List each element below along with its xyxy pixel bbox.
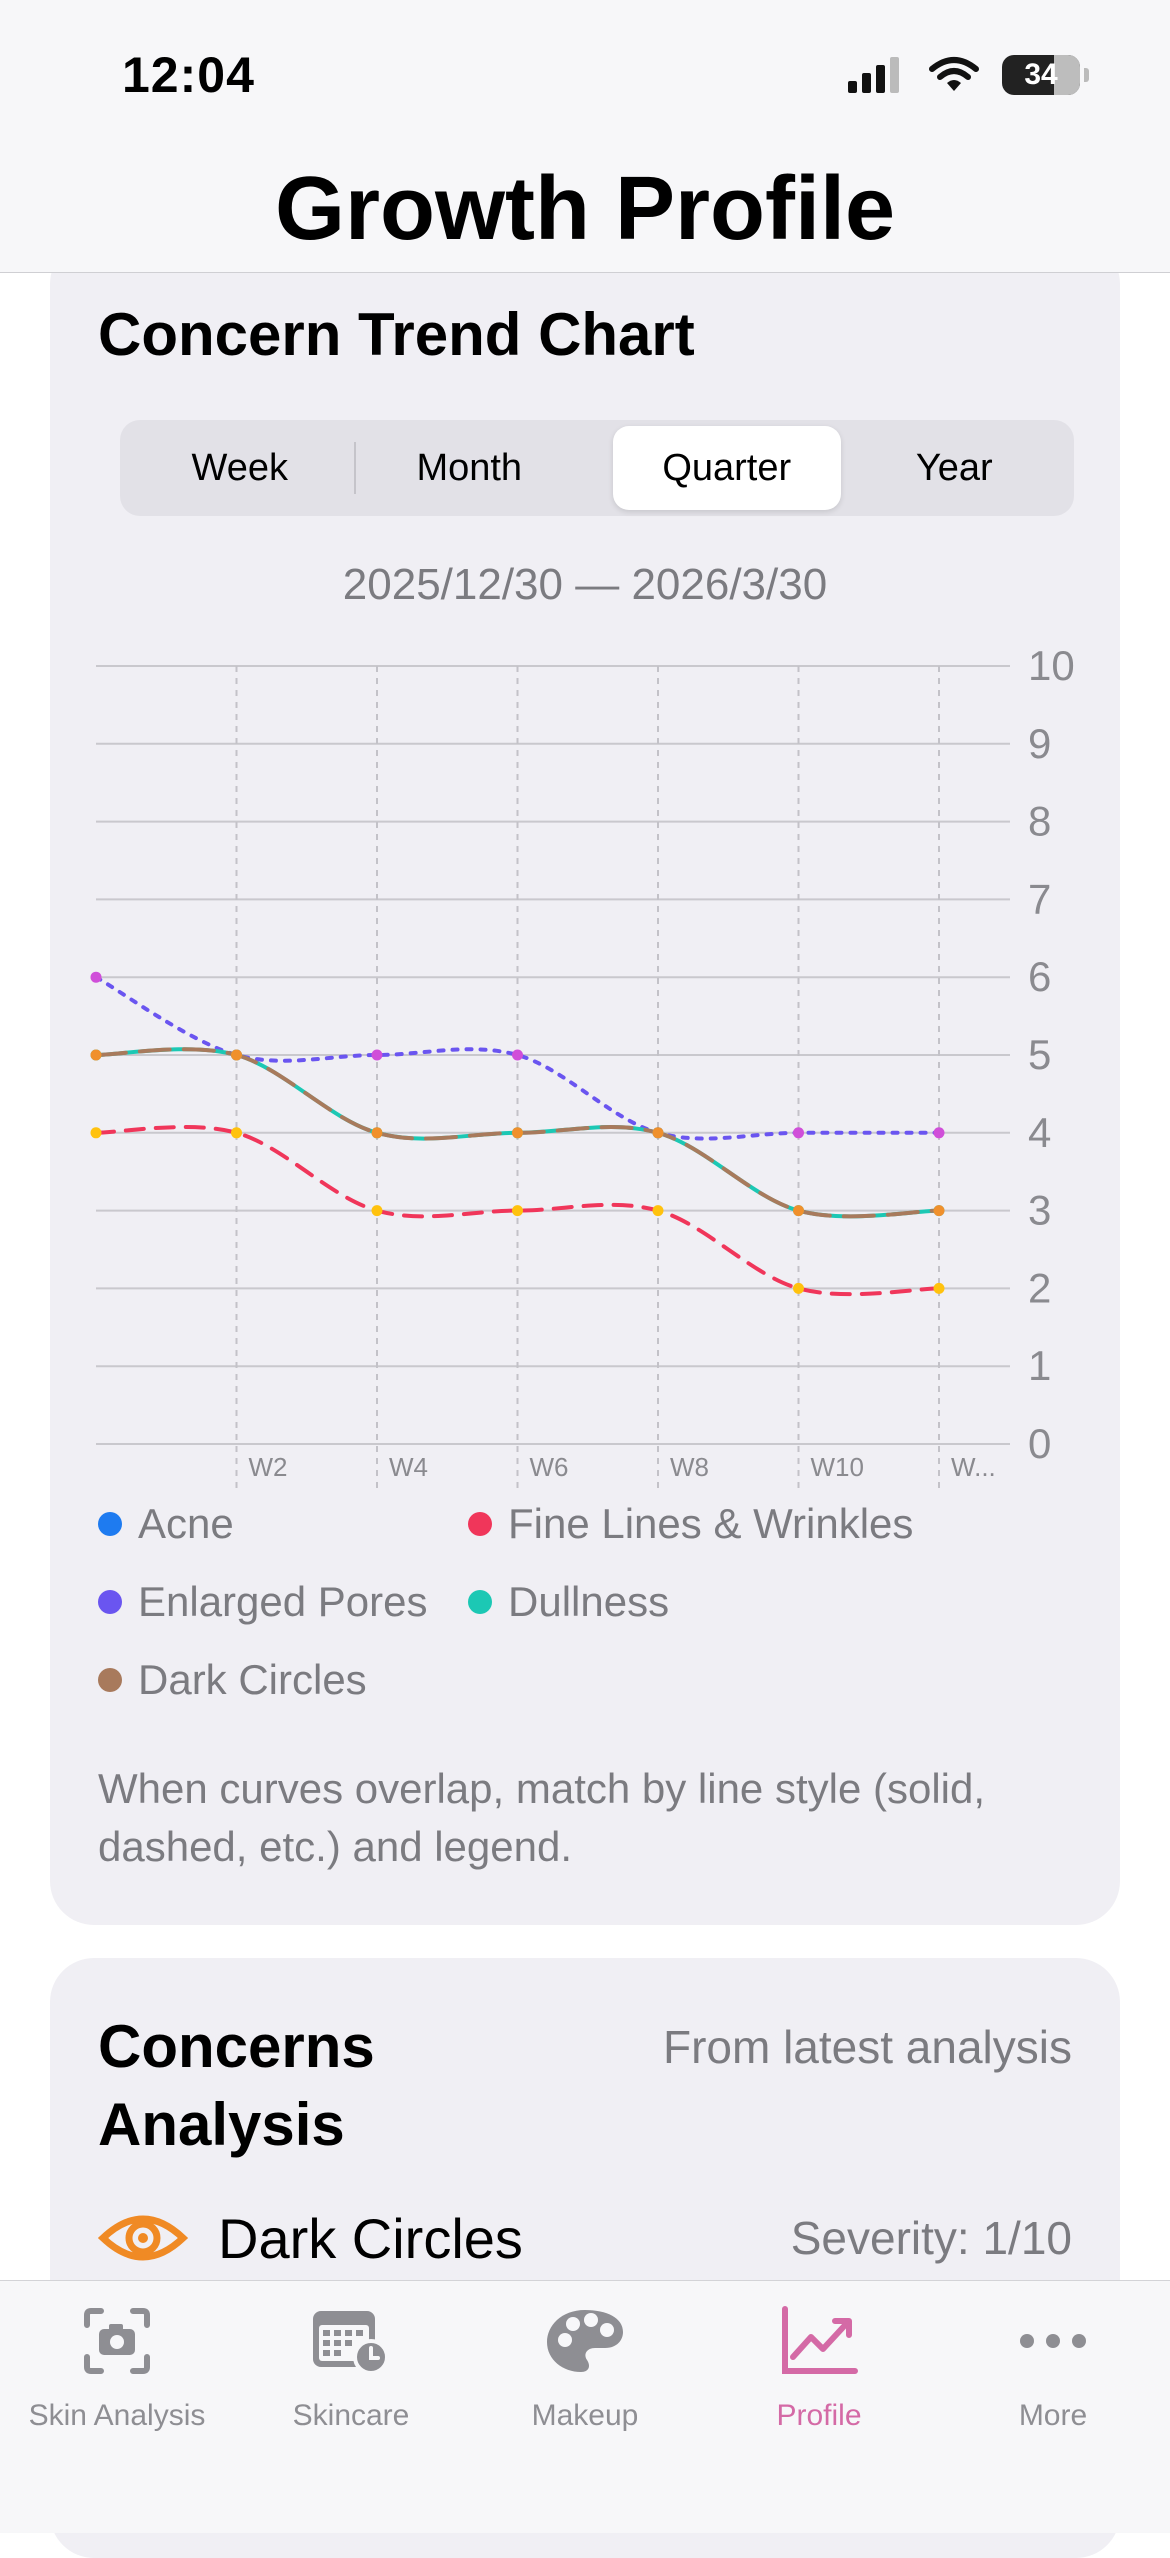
y-tick-label: 6 — [1028, 953, 1051, 1000]
palette-icon — [540, 2301, 630, 2381]
legend-label: Dullness — [508, 1578, 670, 1625]
trend-chart-icon — [774, 2301, 864, 2381]
camera-scan-icon — [72, 2301, 162, 2381]
data-point — [90, 1049, 102, 1061]
concerns-title-line1: Concerns — [98, 2013, 375, 2080]
x-tick-label: W2 — [249, 1452, 288, 1482]
period-segmented-control: Week Month Quarter Year — [120, 420, 1074, 516]
tab-makeup[interactable]: Makeup — [468, 2281, 702, 2481]
y-tick-label: 0 — [1028, 1420, 1051, 1467]
y-tick-label: 4 — [1028, 1109, 1051, 1156]
tab-profile[interactable]: Profile — [702, 2281, 936, 2481]
y-tick-label: 5 — [1028, 1031, 1051, 1078]
data-point — [371, 1049, 383, 1061]
legend-dot-icon — [468, 1512, 492, 1536]
data-point — [90, 1127, 102, 1139]
legend-label: Fine Lines & Wrinkles — [508, 1500, 914, 1547]
concern-trend-card: Concern Trend Chart Week Month Quarter Y… — [50, 240, 1120, 1925]
legend-dot-icon — [98, 1668, 122, 1692]
tab-label: More — [1018, 2399, 1088, 2432]
concerns-analysis-title: Concerns Analysis — [98, 2008, 375, 2164]
tab-skin-analysis[interactable]: Skin Analysis — [0, 2281, 234, 2481]
data-point — [933, 1127, 945, 1139]
data-point — [793, 1127, 804, 1139]
segment-divider — [353, 442, 356, 494]
legend-item-dark-circles: Dark Circles — [98, 1656, 367, 1704]
x-tick-label: W6 — [530, 1452, 569, 1482]
data-point — [512, 1205, 523, 1217]
concern-name: Dark Circles — [218, 2206, 523, 2270]
legend-label: Acne — [138, 1500, 234, 1547]
x-tick-label: W4 — [389, 1452, 428, 1482]
data-point — [231, 1049, 242, 1061]
legend-label: Enlarged Pores — [138, 1578, 428, 1625]
data-point — [933, 1205, 945, 1217]
concerns-title-line2: Analysis — [98, 2091, 345, 2158]
data-point — [512, 1127, 523, 1139]
tab-more[interactable]: More — [936, 2281, 1170, 2481]
y-tick-label: 3 — [1028, 1187, 1051, 1234]
concern-trend-title: Concern Trend Chart — [98, 301, 695, 368]
calendar-clock-icon — [306, 2301, 396, 2381]
data-point — [371, 1127, 383, 1139]
data-point — [371, 1205, 383, 1217]
navigation-bar: Growth Profile — [0, 150, 1170, 273]
data-point — [90, 971, 102, 983]
concern-severity: Severity: 1/10 — [790, 2212, 1072, 2264]
status-icons: 34 — [848, 50, 1089, 100]
data-point — [231, 1127, 242, 1139]
data-point — [793, 1282, 804, 1294]
segment-month[interactable]: Month — [416, 446, 523, 489]
tab-bar: Skin Analysis Skincare — [0, 2280, 1170, 2533]
tab-label: Makeup — [531, 2399, 639, 2432]
wifi-icon — [929, 57, 979, 91]
y-tick-label: 7 — [1028, 875, 1051, 922]
segment-quarter[interactable]: Quarter — [613, 426, 841, 510]
legend-item-fine-lines: Fine Lines & Wrinkles — [468, 1500, 913, 1548]
concerns-subtitle: From latest analysis — [662, 2021, 1072, 2073]
y-tick-label: 2 — [1028, 1264, 1051, 1311]
data-point — [512, 1049, 523, 1061]
legend-item-enlarged-pores: Enlarged Pores — [98, 1578, 428, 1626]
date-range: 2025/12/30 — 2026/3/30 — [342, 560, 828, 609]
ellipsis-icon — [1008, 2301, 1098, 2381]
status-time: 12:04 — [122, 47, 255, 103]
data-point — [652, 1127, 664, 1139]
legend-item-acne: Acne — [98, 1500, 234, 1548]
battery-icon: 34 — [1002, 55, 1089, 95]
segment-week[interactable]: Week — [191, 446, 288, 489]
legend-dot-icon — [468, 1590, 492, 1614]
cellular-signal-icon — [848, 57, 899, 93]
legend-item-dullness: Dullness — [468, 1578, 669, 1626]
legend-label: Dark Circles — [138, 1656, 367, 1703]
data-point — [652, 1205, 664, 1217]
y-tick-label: 9 — [1028, 720, 1051, 767]
concern-item-dark-circles[interactable]: Dark Circles Severity: 1/10 — [98, 2198, 1072, 2278]
tab-skincare[interactable]: Skincare — [234, 2281, 468, 2481]
page-title: Growth Profile — [274, 159, 896, 259]
battery-level: 34 — [1024, 58, 1058, 91]
x-tick-label: W... — [951, 1452, 996, 1482]
status-bar: 12:04 34 — [0, 0, 1170, 150]
data-point — [793, 1205, 804, 1217]
y-tick-label: 10 — [1028, 642, 1075, 689]
tab-label: Profile — [776, 2399, 862, 2432]
y-tick-label: 8 — [1028, 798, 1051, 845]
concern-trend-chart: 0 1 2 3 4 5 6 7 8 9 10 W2 W4 W6 W8 W10 W... — [90, 642, 1075, 1488]
x-tick-label: W8 — [670, 1452, 709, 1482]
y-tick-label: 1 — [1028, 1342, 1051, 1389]
tab-label: Skincare — [292, 2399, 410, 2432]
chart-note: When curves overlap, match by line style… — [98, 1765, 986, 1870]
data-point — [933, 1282, 945, 1294]
eye-icon — [98, 2215, 188, 2261]
segment-year[interactable]: Year — [915, 446, 993, 489]
legend-dot-icon — [98, 1512, 122, 1536]
x-tick-label: W10 — [811, 1452, 864, 1482]
legend-dot-icon — [98, 1590, 122, 1614]
tab-label: Skin Analysis — [28, 2399, 206, 2432]
